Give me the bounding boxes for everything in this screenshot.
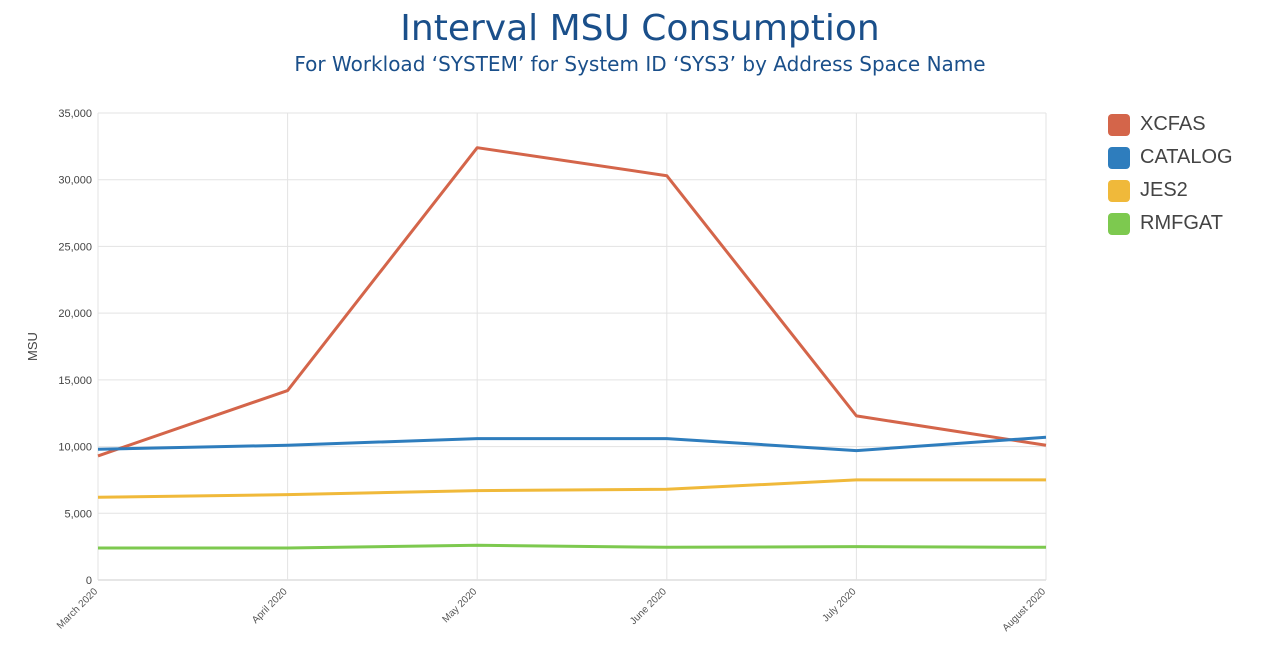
legend-swatch xyxy=(1108,113,1130,136)
x-tick-label: April 2020 xyxy=(250,586,290,626)
x-tick-label: June 2020 xyxy=(628,586,669,627)
series-line-xcfas xyxy=(97,146,1047,458)
series-line-catalog xyxy=(97,435,1047,453)
legend-swatch xyxy=(1108,179,1130,202)
y-tick-label: 35,000 xyxy=(58,108,92,120)
series-line-jes2 xyxy=(97,478,1046,499)
legend-swatch xyxy=(1108,212,1130,235)
y-tick-label: 5,000 xyxy=(64,508,92,520)
y-tick-label: 0 xyxy=(86,575,92,587)
legend-label: CATALOG xyxy=(1140,146,1233,168)
legend-item-catalog[interactable]: CATALOG xyxy=(1108,141,1233,174)
y-axis-title: MSU xyxy=(25,332,40,361)
legend: XCFAS CATALOG JES2 RMFGAT xyxy=(1108,108,1233,240)
y-tick-label: 15,000 xyxy=(58,375,92,387)
chart-title: Interval MSU Consumption xyxy=(400,8,880,49)
legend-label: JES2 xyxy=(1140,179,1188,201)
chart-subtitle: For Workload ‘SYSTEM’ for System ID ‘SYS… xyxy=(294,52,986,76)
legend-item-rmfgat[interactable]: RMFGAT xyxy=(1108,207,1233,240)
series-line-rmfgat xyxy=(98,543,1047,550)
legend-swatch xyxy=(1108,146,1130,169)
y-tick-label: 10,000 xyxy=(58,442,92,454)
y-tick-label: 30,000 xyxy=(58,175,92,187)
x-tick-label: August 2020 xyxy=(1001,586,1049,634)
legend-label: RMFGAT xyxy=(1140,212,1223,234)
legend-item-jes2[interactable]: JES2 xyxy=(1108,174,1233,207)
legend-item-xcfas[interactable]: XCFAS xyxy=(1108,108,1233,141)
y-tick-label: 20,000 xyxy=(58,308,92,320)
x-tick-label: March 2020 xyxy=(55,586,100,631)
x-tick-label: May 2020 xyxy=(440,586,479,625)
x-tick-label: July 2020 xyxy=(820,586,858,624)
legend-label: XCFAS xyxy=(1140,113,1206,135)
y-tick-label: 25,000 xyxy=(58,241,92,253)
